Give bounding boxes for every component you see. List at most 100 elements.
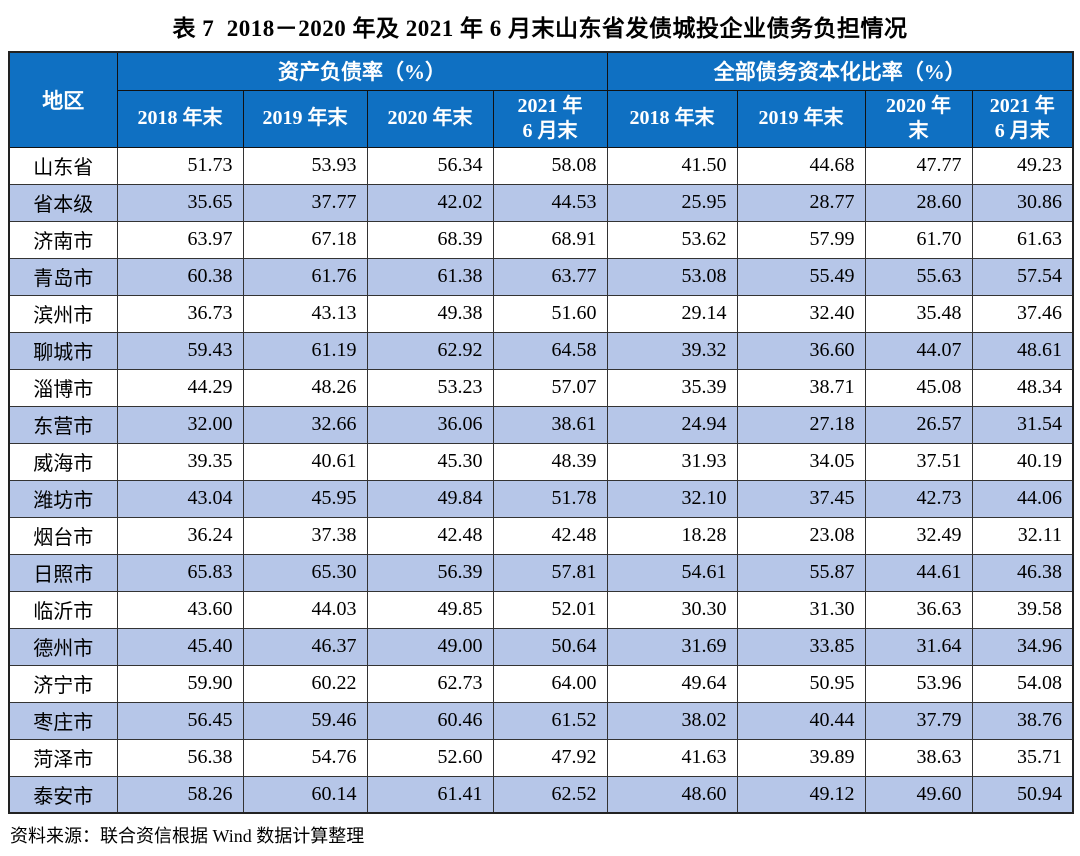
value-cell: 61.70	[864, 220, 973, 259]
value-cell: 53.08	[606, 257, 738, 296]
value-cell: 40.44	[736, 701, 866, 740]
value-cell: 54.76	[242, 738, 368, 777]
region-cell: 青岛市	[8, 257, 118, 296]
value-cell: 43.04	[116, 479, 244, 518]
value-cell: 35.65	[116, 183, 244, 222]
value-cell: 44.03	[242, 590, 368, 629]
value-cell: 44.61	[864, 553, 973, 592]
value-cell: 52.01	[492, 590, 608, 629]
value-cell: 51.60	[492, 294, 608, 333]
region-cell: 枣庄市	[8, 701, 118, 740]
value-cell: 32.10	[606, 479, 738, 518]
value-cell: 61.52	[492, 701, 608, 740]
value-cell: 61.38	[366, 257, 494, 296]
table-row: 济宁市 59.90 60.22 62.73 64.00 49.64 50.95 53.96 54…	[8, 664, 1074, 703]
table-title: 表 7 2018－2020 年及 2021 年 6 月末山东省发债城投企业债务负…	[172, 16, 908, 41]
value-cell: 26.57	[864, 405, 973, 444]
value-cell: 63.97	[116, 220, 244, 259]
value-cell: 56.34	[366, 146, 494, 185]
value-cell: 53.93	[242, 146, 368, 185]
debt-burden-table: 地区 资产负债率（%） 全部债务资本化比率（%） 2018 年末 2019 年末…	[8, 51, 1074, 814]
header-col-2018-left: 2018 年末	[116, 89, 244, 148]
table-row: 烟台市 36.24 37.38 42.48 42.48 18.28 23.08 32.49 32…	[8, 516, 1074, 555]
value-cell: 48.61	[971, 331, 1074, 370]
value-cell: 37.79	[864, 701, 973, 740]
value-cell: 37.45	[736, 479, 866, 518]
value-cell: 62.92	[366, 331, 494, 370]
table-row: 日照市 65.83 65.30 56.39 57.81 54.61 55.87 44.61 46…	[8, 553, 1074, 592]
value-cell: 45.08	[864, 368, 973, 407]
value-cell: 31.64	[864, 627, 973, 666]
value-cell: 38.71	[736, 368, 866, 407]
value-cell: 30.30	[606, 590, 738, 629]
value-cell: 61.19	[242, 331, 368, 370]
value-cell: 39.35	[116, 442, 244, 481]
value-cell: 50.94	[971, 775, 1074, 814]
value-cell: 57.99	[736, 220, 866, 259]
table-row: 东营市 32.00 32.66 36.06 38.61 24.94 27.18 26.57 31…	[8, 405, 1074, 444]
value-cell: 42.73	[864, 479, 973, 518]
value-cell: 62.73	[366, 664, 494, 703]
header-col-2018-right: 2018 年末	[606, 89, 738, 148]
value-cell: 53.23	[366, 368, 494, 407]
value-cell: 63.77	[492, 257, 608, 296]
value-cell: 29.14	[606, 294, 738, 333]
value-cell: 50.64	[492, 627, 608, 666]
value-cell: 38.63	[864, 738, 973, 777]
value-cell: 44.06	[971, 479, 1074, 518]
table-body: 山东省 51.73 53.93 56.34 58.08 41.50 44.68 47.77 49…	[8, 146, 1074, 814]
value-cell: 37.46	[971, 294, 1074, 333]
value-cell: 38.61	[492, 405, 608, 444]
header-col-2020-left: 2020 年末	[366, 89, 494, 148]
value-cell: 25.95	[606, 183, 738, 222]
header-col-2021h1-left: 2021 年 6 月末	[492, 89, 608, 148]
value-cell: 18.28	[606, 516, 738, 555]
table-row: 山东省 51.73 53.93 56.34 58.08 41.50 44.68 47.77 49…	[8, 146, 1074, 185]
table-row: 菏泽市 56.38 54.76 52.60 47.92 41.63 39.89 38.63 35…	[8, 738, 1074, 777]
value-cell: 46.38	[971, 553, 1074, 592]
value-cell: 32.11	[971, 516, 1074, 555]
value-cell: 65.83	[116, 553, 244, 592]
value-cell: 39.58	[971, 590, 1074, 629]
value-cell: 46.37	[242, 627, 368, 666]
value-cell: 58.26	[116, 775, 244, 814]
header-group-row: 地区 资产负债率（%） 全部债务资本化比率（%）	[8, 51, 1074, 148]
value-cell: 49.00	[366, 627, 494, 666]
value-cell: 45.30	[366, 442, 494, 481]
table-row: 青岛市 60.38 61.76 61.38 63.77 53.08 55.49 55.63 57…	[8, 257, 1074, 296]
value-cell: 32.00	[116, 405, 244, 444]
header-col-2019-left: 2019 年末	[242, 89, 368, 148]
value-cell: 27.18	[736, 405, 866, 444]
region-cell: 东营市	[8, 405, 118, 444]
value-cell: 57.81	[492, 553, 608, 592]
value-cell: 44.53	[492, 183, 608, 222]
value-cell: 49.38	[366, 294, 494, 333]
value-cell: 36.63	[864, 590, 973, 629]
value-cell: 48.39	[492, 442, 608, 481]
value-cell: 49.60	[864, 775, 973, 814]
value-cell: 47.77	[864, 146, 973, 185]
value-cell: 38.02	[606, 701, 738, 740]
region-cell: 山东省	[8, 146, 118, 185]
value-cell: 23.08	[736, 516, 866, 555]
value-cell: 35.39	[606, 368, 738, 407]
value-cell: 59.46	[242, 701, 368, 740]
value-cell: 35.48	[864, 294, 973, 333]
value-cell: 31.69	[606, 627, 738, 666]
value-cell: 59.43	[116, 331, 244, 370]
value-cell: 68.91	[492, 220, 608, 259]
table-row: 济南市 63.97 67.18 68.39 68.91 53.62 57.99 61.70 61…	[8, 220, 1074, 259]
region-cell: 泰安市	[8, 775, 118, 814]
value-cell: 56.39	[366, 553, 494, 592]
value-cell: 62.52	[492, 775, 608, 814]
table-row: 聊城市 59.43 61.19 62.92 64.58 39.32 36.60 44.07 48…	[8, 331, 1074, 370]
value-cell: 55.49	[736, 257, 866, 296]
value-cell: 36.24	[116, 516, 244, 555]
value-cell: 49.84	[366, 479, 494, 518]
region-cell: 潍坊市	[8, 479, 118, 518]
value-cell: 36.60	[736, 331, 866, 370]
value-cell: 45.40	[116, 627, 244, 666]
value-cell: 39.32	[606, 331, 738, 370]
value-cell: 64.58	[492, 331, 608, 370]
